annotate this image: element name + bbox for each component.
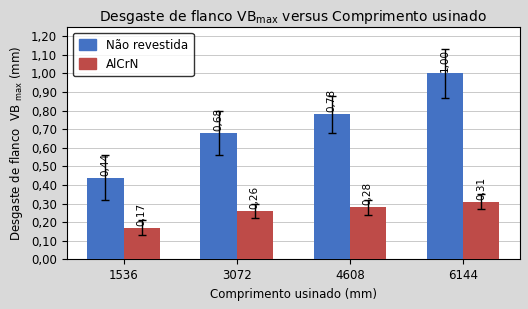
X-axis label: Comprimento usinado (mm): Comprimento usinado (mm) [210,288,376,301]
Text: 0,44: 0,44 [100,153,110,176]
Bar [124,228,160,259]
Text: 0,68: 0,68 [213,108,223,131]
Text: 0,28: 0,28 [363,182,373,205]
Legend: Não revestida, AlCrN: Não revestida, AlCrN [73,33,194,77]
Bar [237,211,273,259]
Bar [427,74,463,259]
Text: 0,31: 0,31 [476,177,486,200]
Bar [463,202,499,259]
Bar [87,178,124,259]
Text: 0,17: 0,17 [137,203,147,226]
Bar [314,114,350,259]
Bar [350,207,386,259]
Text: 0,26: 0,26 [250,186,260,209]
Text: 0,78: 0,78 [327,89,337,112]
Bar [201,133,237,259]
Y-axis label: Desgaste de flanco  VB $_\mathrm{max}$ (mm): Desgaste de flanco VB $_\mathrm{max}$ (m… [8,45,25,241]
Title: Desgaste de flanco VB$_\mathrm{max}$ versus Comprimento usinado: Desgaste de flanco VB$_\mathrm{max}$ ver… [99,8,487,26]
Text: 1,00: 1,00 [440,49,450,71]
